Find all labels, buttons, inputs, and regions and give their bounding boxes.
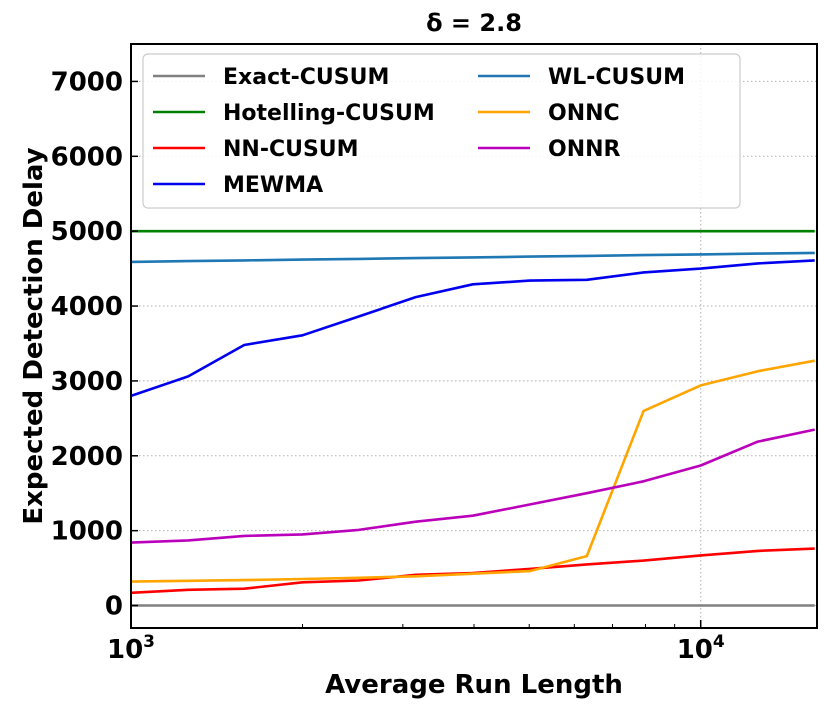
legend-box: [142, 53, 741, 209]
series-line-wl-cusum: [130, 251, 815, 264]
y-tick-label: 6000: [51, 142, 123, 172]
y-tick-label: 7000: [51, 67, 123, 97]
series-lines: [130, 229, 815, 607]
legend-label: NN-CUSUM: [223, 137, 359, 162]
series-line-mewma: [130, 259, 815, 398]
y-tick-label: 4000: [51, 292, 123, 322]
y-tick-label: 2000: [51, 442, 123, 472]
x-axis-label: Average Run Length: [325, 670, 623, 700]
axis-ticks: 0 1000 2000 3000 4000 5000 6000 7000 103 104: [51, 67, 725, 665]
y-tick-label: 3000: [51, 367, 123, 397]
y-tick-label: 5000: [51, 217, 123, 247]
y-axis-label: Expected Detection Delay: [19, 147, 49, 524]
y-tick-label: 0: [105, 592, 123, 622]
chart-title: δ = 2.8: [426, 9, 522, 37]
legend-label: ONNR: [548, 137, 621, 162]
x-tick-label: 104: [677, 632, 725, 665]
y-tick-label: 1000: [51, 517, 123, 547]
legend-label: ONNC: [548, 101, 620, 126]
series-line-onnc: [130, 359, 815, 583]
legend-label: Exact-CUSUM: [223, 65, 389, 90]
legend-label: MEWMA: [223, 173, 323, 198]
x-tick-label: 103: [107, 632, 155, 665]
plot-frame: [130, 43, 818, 629]
series-line-nn-cusum: [130, 547, 815, 595]
legend-label: WL-CUSUM: [548, 65, 685, 90]
series-line-onnr: [130, 428, 815, 544]
legend-label: Hotelling-CUSUM: [223, 101, 435, 126]
legend: Exact-CUSUM Hotelling-CUSUM NN-CUSUM MEWMA W…: [142, 53, 741, 209]
